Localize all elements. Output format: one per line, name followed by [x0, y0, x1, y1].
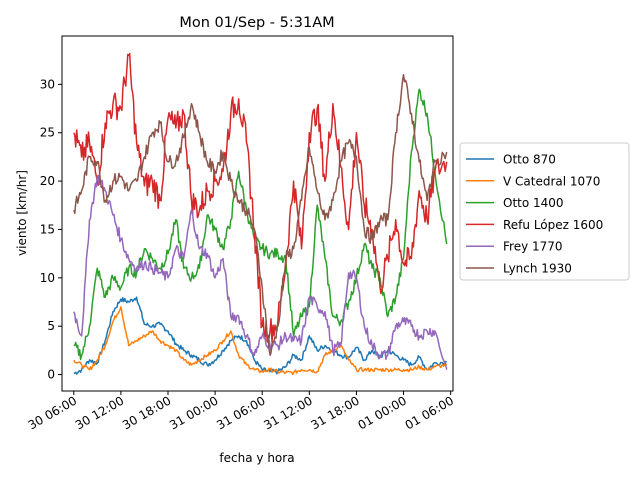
series-line-frey-1770 — [73, 174, 448, 370]
y-axis-label: viento [km/hr] — [15, 170, 29, 256]
y-tick-label: 30 — [40, 77, 55, 91]
y-tick-label: 15 — [40, 222, 55, 236]
x-axis-label: fecha y hora — [219, 451, 294, 465]
y-tick-label: 20 — [40, 174, 55, 188]
series-line-refu-l-pez-1600 — [73, 52, 448, 344]
series-line-v-catedral-1070 — [73, 306, 448, 376]
legend-label: Otto 870 — [503, 153, 556, 167]
legend-label: Frey 1770 — [503, 240, 563, 254]
series-layer — [73, 52, 448, 376]
y-tick-label: 0 — [47, 368, 55, 382]
y-tick-label: 5 — [47, 319, 55, 333]
legend-label: Refu López 1600 — [503, 218, 603, 232]
series-line-lynch-1930 — [73, 73, 448, 356]
y-tick-label: 10 — [40, 271, 55, 285]
plot-area — [62, 36, 453, 391]
legend: Otto 870 V Catedral 1070 Otto 1400 Refu Lóp… — [459, 142, 630, 281]
legend-label: Lynch 1930 — [503, 262, 572, 276]
legend-frame — [459, 142, 630, 281]
y-tick-label: 25 — [40, 126, 55, 140]
legend-label: Otto 1400 — [503, 196, 564, 210]
plot-frame — [61, 35, 454, 392]
chart-title: Mon 01/Sep - 5:31AM — [179, 15, 334, 31]
series-line-otto-1400 — [73, 88, 448, 361]
legend-label: V Catedral 1070 — [503, 174, 600, 188]
